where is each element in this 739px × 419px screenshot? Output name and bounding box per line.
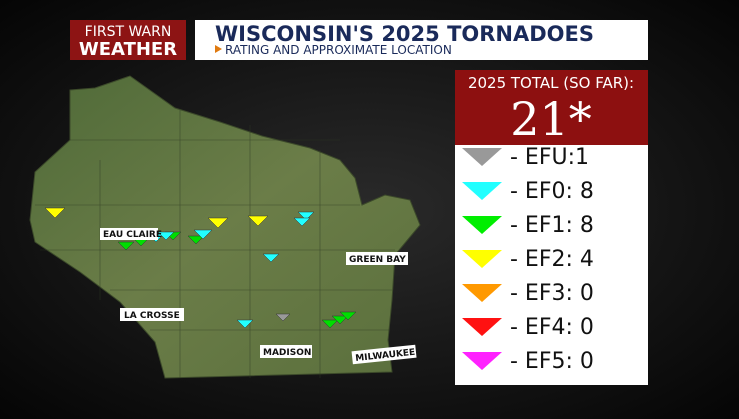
subtitle: RATING AND APPROXIMATE LOCATION [225,43,452,57]
city-label: GREEN BAY [349,255,406,265]
legend-label: - EF2: 4 [510,247,594,272]
legend-label: - EF3: 0 [510,281,594,306]
title: WISCONSIN'S 2025 TORNADOES [215,22,594,46]
city-box [346,252,408,265]
legend-label: - EF1: 8 [510,213,594,238]
city-label: EAU CLAIRE [103,230,162,240]
logo-line2: WEATHER [79,39,177,60]
city-box [100,228,158,240]
city-label: MADISON [263,348,311,358]
city-label: LA CROSSE [124,311,180,321]
logo-line1: FIRST WARN [85,24,172,40]
legend-label: - EF5: 0 [510,349,594,374]
legend-label: - EFU:1 [510,145,589,170]
total-value: 21* [510,92,592,146]
header-box [195,20,648,60]
wisconsin-map [29,75,421,379]
legend-label: - EF4: 0 [510,315,594,340]
total-box [455,70,648,145]
city-box [120,308,184,321]
city-box [351,344,417,365]
legend: - EFU:1 - EF0: 8 - EF1: 8 - EF2: 4 - EF3… [462,145,594,374]
bullet [215,45,222,53]
legend-label: - EF0: 8 [510,179,594,204]
city-box [260,345,312,358]
total-label: 2025 TOTAL (SO FAR): [468,74,634,92]
logo-box [70,20,186,60]
